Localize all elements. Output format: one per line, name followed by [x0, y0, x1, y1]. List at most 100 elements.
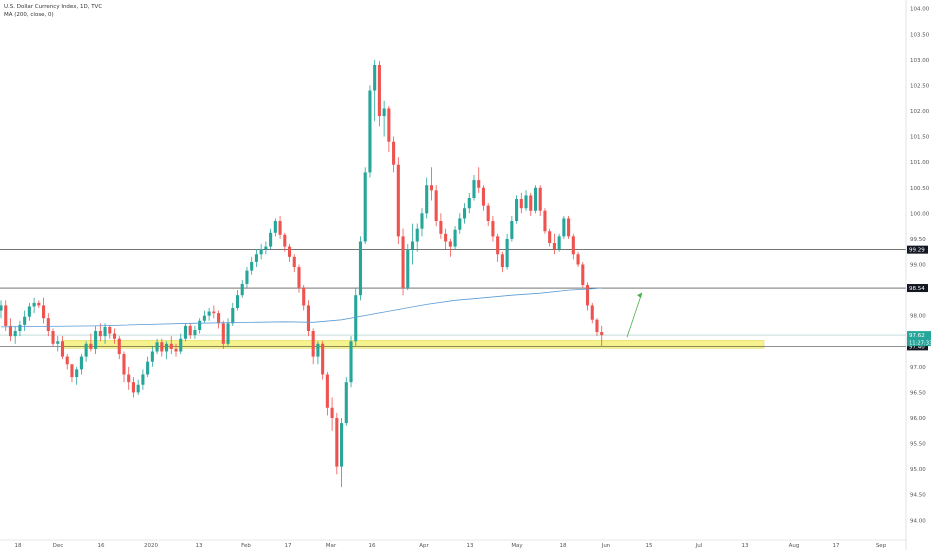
candle [254, 249, 258, 268]
candle [131, 377, 135, 398]
candles-layer [0, 59, 604, 488]
candle-body [4, 305, 8, 326]
candle [500, 251, 504, 273]
candle-body [221, 323, 225, 344]
candle-body [321, 343, 325, 375]
candle-body [581, 264, 585, 285]
y-tick-label: 101.50 [910, 135, 930, 141]
candle-body [562, 218, 566, 237]
candle-body [340, 423, 344, 467]
candle [311, 328, 315, 365]
y-tick-label: 101.00 [910, 160, 930, 166]
candle [567, 215, 571, 239]
candle-body [127, 374, 131, 383]
candle [472, 174, 476, 201]
candle-body [165, 343, 169, 352]
candle-body [306, 305, 310, 332]
x-tick-label: 16 [369, 543, 376, 549]
candle-body [131, 382, 135, 393]
candle [188, 323, 192, 339]
candle-body [420, 213, 424, 229]
candle-body [316, 343, 320, 357]
level-price-label: 98.54 [907, 284, 928, 293]
candle-body [51, 331, 55, 344]
y-tick-label: 94.00 [910, 518, 926, 524]
candle-body [576, 254, 580, 265]
candle [292, 254, 296, 273]
candle-body [377, 64, 381, 117]
candle-body [98, 331, 102, 337]
price-axis[interactable]: 94.0094.5095.0095.5096.0096.5097.0097.50… [910, 7, 930, 525]
candle [202, 310, 206, 324]
candle [70, 364, 74, 383]
candle [94, 325, 98, 355]
candle [8, 318, 13, 342]
candle-body [396, 164, 400, 237]
candle-body [358, 241, 363, 296]
candle-body [425, 185, 429, 214]
candle [548, 228, 552, 247]
candle [221, 320, 225, 349]
x-tick-label: 13 [742, 543, 749, 549]
candle-body [387, 108, 391, 142]
candle [581, 261, 585, 288]
candle-body [373, 64, 377, 91]
x-tick-label: Sep [876, 543, 887, 549]
candle [60, 336, 65, 360]
candle-body [27, 306, 31, 317]
candle [27, 302, 31, 321]
candle [297, 264, 301, 293]
candle-body [510, 221, 514, 239]
candle-body [179, 338, 183, 352]
candle [373, 59, 377, 122]
candle [538, 185, 542, 216]
candle-body [155, 342, 159, 352]
candle-body [410, 241, 415, 250]
time-axis[interactable]: 18 Dec 16 2020 13 Feb 17 Mar 16 Apr 13 May 18 Jun 15 Ju… [15, 543, 887, 549]
candle [515, 195, 519, 224]
x-tick-label: 17 [285, 543, 292, 549]
candle [434, 185, 438, 227]
candle-body [84, 343, 88, 357]
level-price-label-bg [907, 284, 928, 293]
candle [396, 157, 400, 245]
candle [439, 213, 443, 239]
candle-body [548, 231, 552, 244]
candle-body [112, 333, 117, 339]
candle-body [146, 361, 150, 375]
moving-average-layer [0, 287, 602, 328]
candle [453, 226, 457, 250]
candle [467, 192, 471, 214]
candle [32, 297, 36, 314]
y-tick-label: 98.00 [910, 314, 926, 320]
level-price-label: 99.29 [907, 245, 928, 254]
candle-body [467, 197, 471, 209]
candle-body [169, 343, 173, 349]
candle [264, 241, 268, 255]
candle [259, 244, 263, 260]
y-tick-label: 99.50 [910, 237, 926, 243]
y-tick-label: 95.50 [910, 442, 926, 448]
candle [269, 228, 273, 250]
candle-body [415, 228, 419, 242]
candle [387, 105, 391, 152]
candle [410, 223, 415, 265]
candle-body [344, 382, 348, 424]
candle-body [207, 311, 211, 316]
candle [112, 328, 117, 344]
candle-body [567, 218, 571, 237]
candle [458, 213, 462, 234]
candle-body [136, 384, 140, 393]
current-price-label-bg [907, 331, 931, 347]
x-tick-label: 18 [15, 543, 22, 549]
candle [122, 351, 126, 383]
candle [448, 238, 452, 257]
y-tick-label: 104.00 [910, 7, 930, 13]
y-tick-label: 99.00 [910, 263, 926, 269]
candle [486, 203, 490, 227]
x-tick-label: 13 [467, 543, 474, 549]
horizontal-levels-layer [0, 249, 906, 347]
candle [98, 323, 102, 342]
y-tick-label: 97.00 [910, 365, 926, 371]
